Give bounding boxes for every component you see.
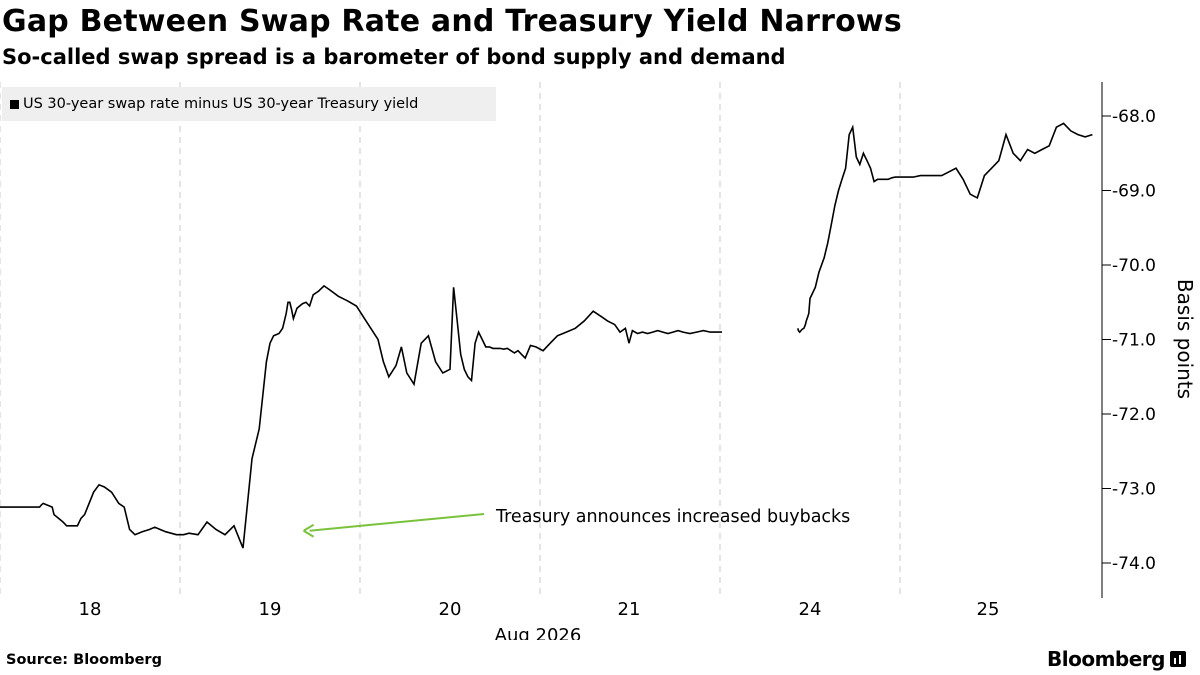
chart-subtitle: So-called swap spread is a barometer of … — [2, 45, 786, 69]
y-axis: -68.0 -69.0 -70.0 -71.0 -72.0 -73.0 -74.0 — [1101, 82, 1156, 598]
brand-logo: Bloomberg — [1047, 647, 1186, 671]
annotation-text: Treasury announces increased buybacks — [495, 507, 850, 527]
y-tick-label: -73.0 — [1112, 480, 1156, 500]
y-axis-label: Basis points — [1173, 279, 1197, 399]
series-line — [797, 122, 1093, 334]
source-note: Source: Bloomberg — [6, 652, 162, 668]
x-tick-label: 19 — [259, 599, 282, 620]
x-tick-label: 18 — [79, 599, 102, 620]
y-tick-label: -69.0 — [1112, 182, 1156, 202]
y-tick-label: -70.0 — [1112, 256, 1156, 276]
series-line — [0, 284, 722, 549]
brand-name: Bloomberg — [1047, 647, 1165, 671]
x-tick-label: 21 — [618, 599, 641, 620]
y-tick-label: -74.0 — [1112, 554, 1156, 574]
x-axis: 18 19 20 21 24 25 — [79, 599, 1000, 620]
x-tick-label: 20 — [439, 599, 462, 620]
bloomberg-badge-icon — [1169, 651, 1186, 667]
grid-lines — [0, 82, 901, 598]
annotation-arrowhead-icon — [303, 523, 315, 538]
legend: US 30-year swap rate minus US 30-year Tr… — [2, 87, 496, 121]
x-axis-label: Aug 2026 — [495, 625, 582, 640]
annotation-arrow — [309, 513, 485, 532]
annotation: Treasury announces increased buybacks — [303, 507, 850, 538]
legend-swatch — [10, 99, 19, 109]
x-tick-label: 25 — [977, 599, 1000, 620]
chart-plot: -68.0 -69.0 -70.0 -71.0 -72.0 -73.0 -74.0 18 19… — [0, 82, 1197, 640]
series-layer — [0, 122, 1093, 549]
y-tick-label: -68.0 — [1112, 107, 1156, 127]
y-tick-label: -71.0 — [1112, 331, 1156, 351]
y-tick-label: -72.0 — [1112, 405, 1156, 425]
chart-title: Gap Between Swap Rate and Treasury Yield… — [2, 4, 902, 39]
x-tick-label: 24 — [799, 599, 822, 620]
legend-label: US 30-year swap rate minus US 30-year Tr… — [23, 96, 419, 112]
